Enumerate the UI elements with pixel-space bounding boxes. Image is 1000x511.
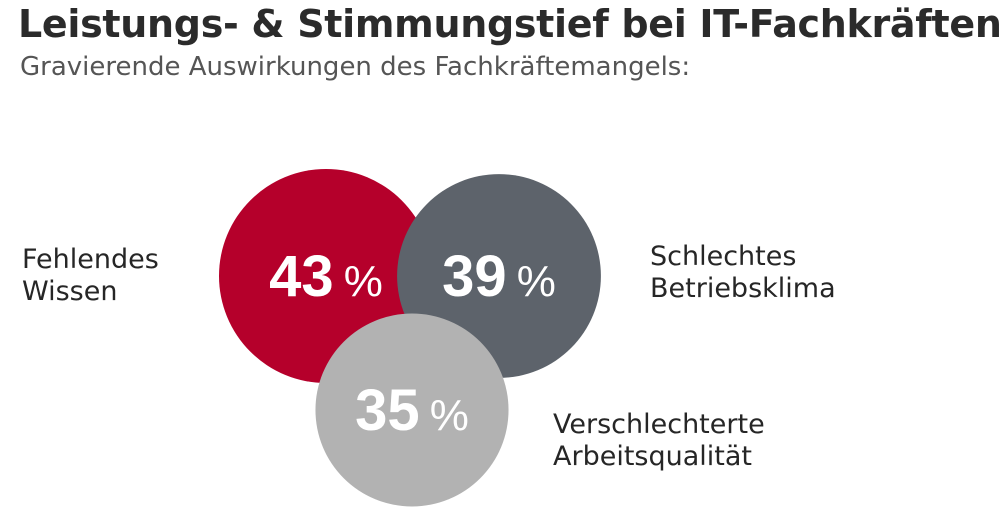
- values-layer: 43% 39 % 35%: [269, 244, 556, 443]
- category-label-verschlechterte-arbeitsqualität: Verschlechterte Arbeitsqualität: [553, 409, 765, 472]
- bubbles-layer: [219, 169, 601, 507]
- value-label-verschlechterte-arbeitsqualität: 35%: [355, 378, 469, 443]
- category-label-schlechtes-betriebsklima: Schlechtes Betriebsklima: [650, 241, 836, 304]
- bubble-verschlechterte-arbeitsqualität: [315, 313, 509, 507]
- value-label-fehlendes-wissen: 43%: [269, 244, 383, 309]
- value-label-schlechtes-betriebsklima: 39%: [442, 244, 556, 309]
- labels-layer: Fehlendes Wissen Schlechtes Betriebsklima Ve…: [22, 241, 836, 472]
- chart-title: Leistungs- & Stimmungstief bei IT-Fachkr…: [18, 2, 1000, 46]
- category-label-fehlendes-wissen: Fehlendes Wissen: [22, 244, 159, 307]
- chart-subtitle: Gravierende Auswirkungen des Fachkräftem…: [20, 52, 691, 82]
